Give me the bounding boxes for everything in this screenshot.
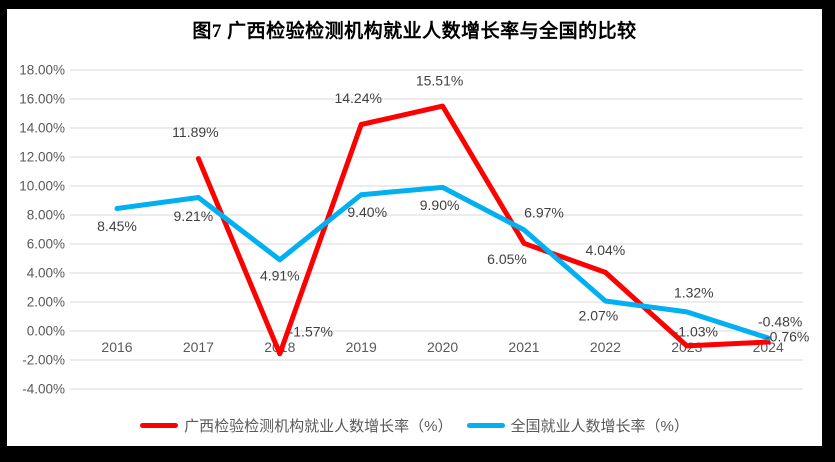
x-axis-label: 2020: [427, 339, 458, 355]
x-axis-label: 2019: [346, 339, 377, 355]
y-axis-tick: 4.00%: [27, 266, 65, 281]
y-axis-tick: -4.00%: [22, 382, 65, 397]
data-label: 6.97%: [524, 204, 564, 220]
data-label: -0.48%: [758, 313, 802, 329]
data-label: 15.51%: [416, 73, 463, 89]
y-axis-tick: 6.00%: [27, 237, 65, 252]
legend-label-national: 全国就业人数增长率（%）: [510, 418, 689, 435]
y-axis-tick: 12.00%: [19, 150, 65, 165]
series-line-1: [114, 184, 771, 341]
data-label: -1.03%: [674, 323, 718, 339]
data-label: 1.32%: [674, 284, 714, 300]
data-label: 9.40%: [347, 204, 387, 220]
y-axis-tick: 16.00%: [19, 92, 65, 107]
data-label: 6.05%: [487, 251, 527, 267]
x-axis-label: 2017: [183, 339, 214, 355]
y-axis-tick: 0.00%: [27, 324, 65, 339]
y-axis-tick: 18.00%: [19, 63, 65, 78]
chart-legend: 广西检验检测机构就业人数增长率（%） 全国就业人数增长率（%）: [7, 415, 822, 436]
series-line-0: [195, 103, 771, 357]
data-label: 8.45%: [97, 218, 137, 234]
legend-swatch-guangxi: [140, 423, 179, 428]
y-axis-tick: 10.00%: [19, 179, 65, 194]
x-axis-label: 2016: [101, 339, 132, 355]
y-axis-tick: -2.00%: [22, 353, 65, 368]
legend-item-guangxi: 广西检验检测机构就业人数增长率（%）: [140, 415, 453, 436]
data-label: -1.57%: [289, 323, 333, 339]
data-label: 4.91%: [260, 267, 300, 283]
x-axis-label: 2022: [590, 339, 621, 355]
x-axis-label: 2021: [508, 339, 539, 355]
y-axis-tick: 2.00%: [27, 295, 65, 310]
chart-title: 图7 广西检验检测机构就业人数增长率与全国的比较: [192, 21, 637, 42]
data-label: 9.21%: [174, 208, 214, 224]
data-label: 4.04%: [586, 242, 626, 258]
data-label: 11.89%: [172, 124, 218, 140]
legend-label-guangxi: 广西检验检测机构就业人数增长率（%）: [184, 418, 453, 435]
y-axis-tick: 8.00%: [27, 208, 65, 223]
chart-panel: 图7 广西检验检测机构就业人数增长率与全国的比较 18.00% 16.00% 14.…: [7, 9, 822, 446]
data-label: 14.24%: [334, 90, 381, 106]
data-label: 9.90%: [420, 197, 460, 213]
legend-item-national: 全国就业人数增长率（%）: [466, 415, 689, 436]
chart-svg: 18.00% 16.00% 14.00% 12.00% 10.00% 8.00% 6.00%…: [19, 63, 809, 397]
data-label: -0.76%: [765, 329, 809, 345]
data-label: 2.07%: [579, 307, 619, 323]
legend-swatch-national: [466, 423, 505, 428]
y-axis-tick: 14.00%: [19, 121, 65, 136]
